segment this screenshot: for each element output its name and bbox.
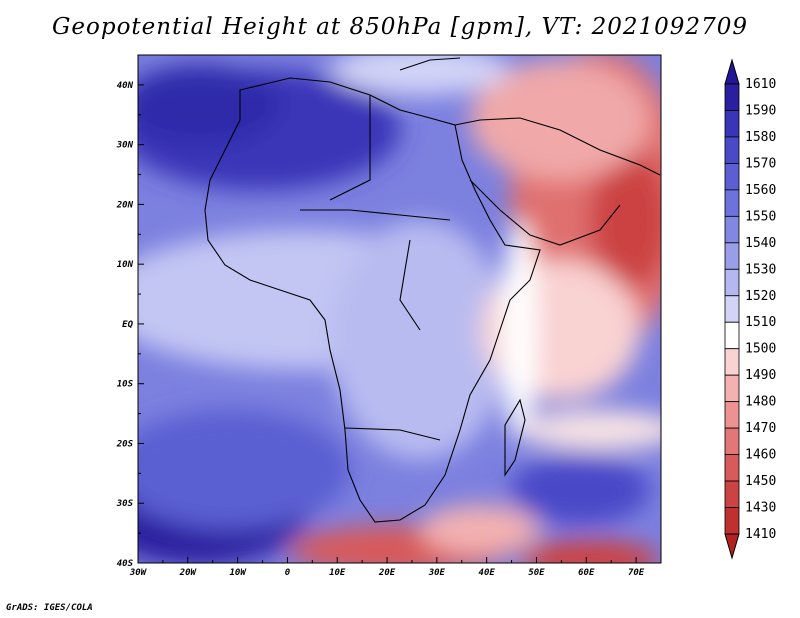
- colorbar-label: 1490: [745, 368, 776, 383]
- colorbar-segment: [724, 163, 740, 191]
- lat-tick-label: 40S: [117, 559, 134, 569]
- lat-tick-label: 40N: [117, 81, 134, 91]
- colorbar-label: 1570: [745, 156, 776, 171]
- lon-tick-label: 70E: [628, 568, 645, 578]
- lat-tick-label: 10S: [117, 380, 134, 390]
- colorbar-segment: [724, 480, 740, 508]
- lon-tick-label: 0: [285, 568, 291, 578]
- colorbar-label: 1610: [745, 77, 776, 92]
- lat-tick-label: EQ: [122, 320, 133, 330]
- lat-axis: 40N 30N 20N 10N EQ 10S 20S 30S 40S: [116, 54, 144, 569]
- colorbar-segment: [724, 110, 740, 138]
- coastlines: [204, 57, 661, 523]
- colorbar-label: 1410: [745, 527, 776, 542]
- lat-tick-label: 30N: [116, 141, 134, 151]
- colorbar-label: 1480: [745, 395, 776, 410]
- colorbar-label: 1510: [745, 315, 776, 330]
- colorbar-segment: [724, 242, 740, 270]
- colorbar-segment: [724, 295, 740, 323]
- lon-tick-label: 30E: [428, 568, 446, 578]
- colorbar-label: 1530: [745, 262, 776, 277]
- colorbar-label: 1540: [745, 236, 776, 251]
- colorbar-segment: [724, 268, 740, 297]
- lon-tick-label: 20W: [179, 568, 198, 578]
- colorbar-label: 1500: [745, 342, 776, 357]
- colorbar-segment: [724, 454, 740, 482]
- colorbar-segment: [724, 374, 740, 403]
- lat-tick-label: 20S: [116, 439, 134, 449]
- colorbar-label: 1470: [745, 421, 776, 436]
- colorbar-label: 1450: [745, 474, 776, 489]
- colorbar-segment: [724, 136, 740, 164]
- colorbar-segment: [724, 348, 740, 376]
- lon-tick-label: 20E: [378, 568, 396, 578]
- lon-tick-label: 60E: [578, 568, 595, 578]
- colorbar-segment: [724, 189, 740, 217]
- chart-title: Geopotential Height at 850hPa [gpm], VT:…: [52, 14, 748, 40]
- colorbar-segment: [724, 215, 740, 244]
- colorbar-segment: [724, 321, 740, 350]
- colorbar-label: 1520: [745, 289, 776, 304]
- colorbar-label: 1460: [745, 448, 776, 463]
- colorbar-top-arrow: [724, 58, 740, 85]
- colorbar-segment: [724, 507, 740, 535]
- colorbar: 1610 1590 1580 1570 1560 1550 1540 1530 1520 1510…: [724, 58, 776, 560]
- colorbar-label: 1550: [745, 209, 776, 224]
- height-field: [138, 55, 661, 563]
- lon-tick-label: 10W: [229, 568, 247, 578]
- lon-tick-label: 50E: [528, 568, 545, 578]
- lon-tick-label: 10E: [329, 568, 346, 578]
- colorbar-bottom-arrow: [724, 533, 740, 560]
- lon-tick-label: 30W: [129, 568, 148, 578]
- colorbar-label: 1560: [745, 183, 776, 198]
- colorbar-segment: [724, 83, 740, 111]
- grads-credit: GrADS: IGES/COLA: [6, 603, 93, 613]
- map-frame: [137, 54, 662, 564]
- colorbar-label: 1590: [745, 103, 776, 118]
- lat-tick-label: 30S: [116, 499, 134, 509]
- lon-tick-label: 40E: [479, 568, 496, 578]
- lon-axis: 30W 20W 10W 0 10E 20E 30E 40E 50E 60E 70E: [129, 557, 662, 578]
- colorbar-segment: [724, 401, 740, 429]
- colorbar-label: 1430: [745, 501, 776, 516]
- colorbar-segment: [724, 427, 740, 455]
- lat-tick-label: 10N: [117, 260, 134, 270]
- colorbar-label: 1580: [745, 130, 776, 145]
- lat-tick-label: 20N: [116, 200, 134, 210]
